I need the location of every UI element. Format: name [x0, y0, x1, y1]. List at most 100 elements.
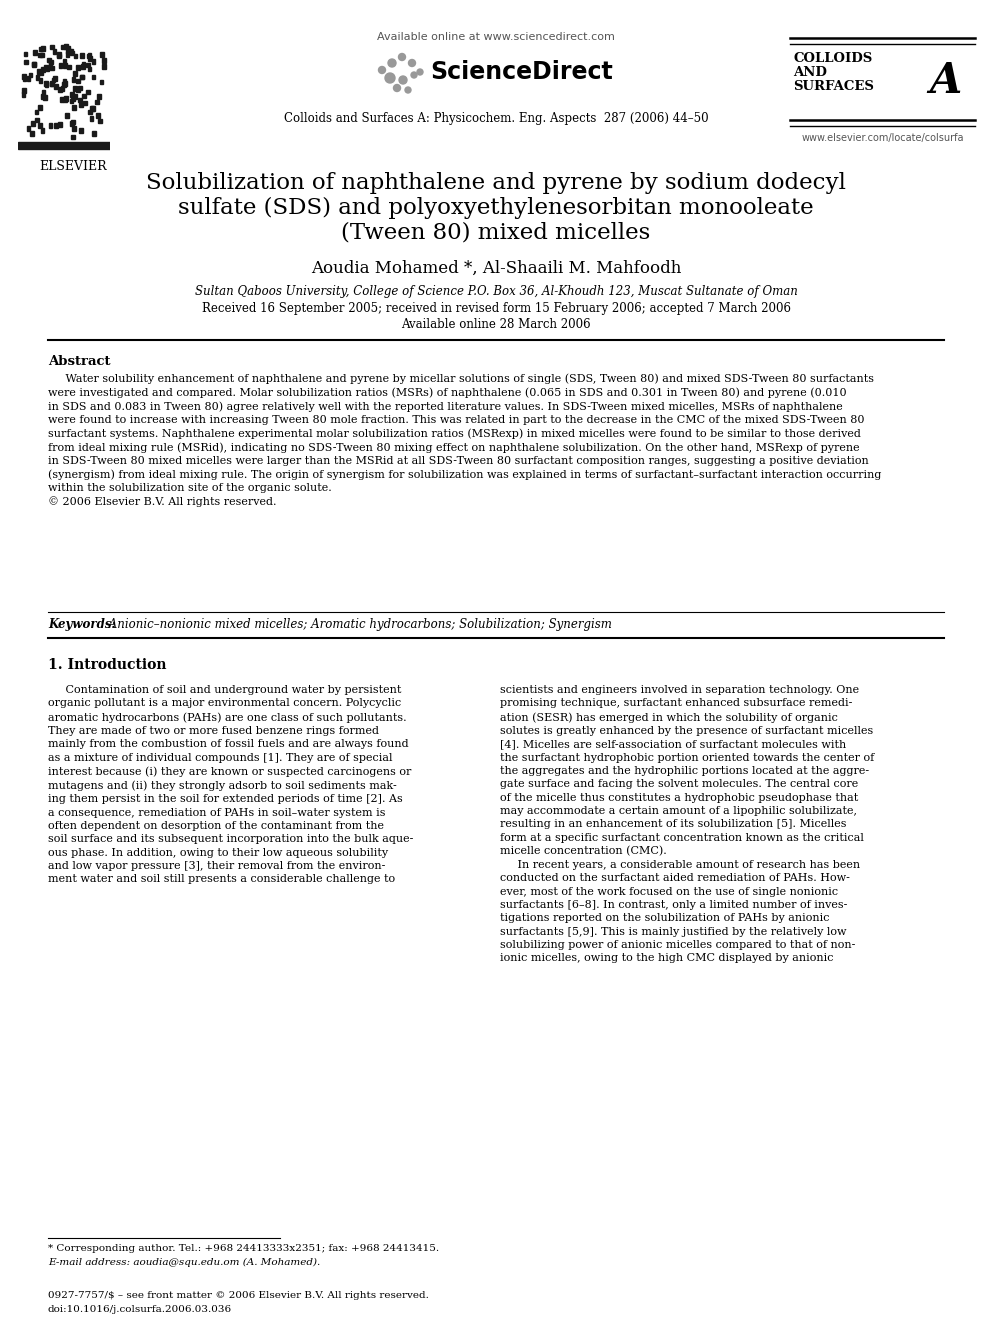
Text: Available online at www.sciencedirect.com: Available online at www.sciencedirect.co…	[377, 32, 615, 42]
Text: Contamination of soil and underground water by persistent
organic pollutant is a: Contamination of soil and underground wa…	[48, 685, 414, 885]
Bar	[18, 143, 110, 149]
Bar	[50, 81, 54, 86]
Bar	[44, 95, 47, 99]
Bar	[72, 126, 75, 131]
Bar	[81, 94, 85, 98]
Circle shape	[405, 87, 411, 93]
Bar	[32, 122, 35, 126]
Bar	[33, 50, 37, 54]
Bar	[24, 52, 28, 57]
Text: Received 16 September 2005; received in revised form 15 February 2006; accepted : Received 16 September 2005; received in …	[201, 302, 791, 315]
Text: www.elsevier.com/locate/colsurfa: www.elsevier.com/locate/colsurfa	[802, 134, 964, 143]
Circle shape	[399, 53, 406, 61]
Bar	[40, 53, 44, 57]
Circle shape	[409, 60, 416, 66]
Text: ELSEVIER: ELSEVIER	[40, 160, 107, 173]
Text: * Corresponding author. Tel.: +968 24413333x2351; fax: +968 24413415.: * Corresponding author. Tel.: +968 24413…	[48, 1244, 439, 1253]
Bar	[40, 70, 43, 74]
Bar	[55, 123, 58, 128]
Text: A: A	[929, 60, 961, 102]
Bar	[23, 75, 27, 81]
Bar	[71, 120, 74, 124]
Bar	[59, 123, 62, 127]
Bar	[79, 102, 82, 107]
Bar	[73, 86, 77, 91]
Bar	[91, 106, 95, 111]
Text: Anionic–nonionic mixed micelles; Aromatic hydrocarbons; Solubilization; Synergis: Anionic–nonionic mixed micelles; Aromati…	[105, 618, 612, 631]
Bar	[52, 78, 56, 82]
Bar	[100, 79, 103, 85]
Bar	[87, 66, 91, 71]
Bar	[35, 118, 39, 122]
Bar	[88, 110, 92, 114]
Bar	[65, 52, 69, 57]
Bar	[48, 58, 51, 62]
Circle shape	[411, 71, 417, 78]
Bar	[65, 49, 69, 53]
Bar	[59, 64, 62, 67]
Bar	[87, 53, 91, 58]
Bar	[49, 123, 53, 128]
Text: Sultan Qaboos University, College of Science P.O. Box 36, Al-Khoudh 123, Muscat : Sultan Qaboos University, College of Sci…	[194, 284, 798, 298]
Bar	[88, 57, 92, 61]
Bar	[79, 128, 83, 132]
Bar	[71, 97, 75, 102]
Bar	[42, 94, 45, 99]
Bar	[71, 77, 75, 82]
Bar	[100, 52, 104, 57]
Text: ScienceDirect: ScienceDirect	[430, 60, 613, 83]
Bar	[102, 65, 106, 69]
Bar	[80, 75, 83, 79]
Bar	[67, 65, 70, 69]
Text: Colloids and Surfaces A: Physicochem. Eng. Aspects  287 (2006) 44–50: Colloids and Surfaces A: Physicochem. En…	[284, 112, 708, 124]
Bar	[62, 45, 64, 49]
Bar	[97, 94, 101, 99]
Bar	[62, 60, 66, 64]
Circle shape	[379, 66, 386, 74]
Bar	[81, 62, 85, 66]
Text: Water solubility enhancement of naphthalene and pyrene by micellar solutions of : Water solubility enhancement of naphthal…	[48, 373, 881, 508]
Bar	[51, 66, 54, 70]
Text: Keywords:: Keywords:	[48, 618, 120, 631]
Bar	[72, 71, 76, 75]
Bar	[72, 105, 76, 110]
Bar	[90, 106, 93, 111]
Bar	[69, 49, 73, 53]
Bar	[42, 67, 45, 71]
Text: scientists and engineers involved in separation technology. One
promising techni: scientists and engineers involved in sep…	[500, 685, 874, 963]
Bar	[29, 73, 33, 77]
Bar	[27, 126, 30, 131]
Text: Abstract: Abstract	[48, 355, 110, 368]
Bar	[39, 78, 43, 83]
Bar	[91, 60, 95, 64]
Bar	[64, 44, 68, 49]
Circle shape	[388, 60, 396, 67]
Bar	[63, 64, 67, 67]
Bar	[76, 65, 80, 70]
Bar	[66, 49, 70, 54]
Text: 0927-7757/$ – see front matter © 2006 Elsevier B.V. All rights reserved.: 0927-7757/$ – see front matter © 2006 El…	[48, 1291, 429, 1301]
Bar	[71, 135, 74, 139]
Bar	[45, 81, 49, 86]
Bar	[45, 82, 49, 86]
Text: Aoudia Mohamed *, Al-Shaaili M. Mahfoodh: Aoudia Mohamed *, Al-Shaaili M. Mahfoodh	[310, 261, 682, 277]
Bar	[75, 87, 79, 91]
Bar	[102, 58, 106, 64]
Bar	[22, 89, 26, 93]
Bar	[49, 60, 53, 65]
Bar	[33, 62, 36, 67]
Bar	[57, 53, 61, 57]
Bar	[53, 77, 57, 81]
Bar	[89, 116, 93, 120]
Bar	[62, 79, 66, 83]
Bar	[31, 131, 34, 136]
Bar	[73, 94, 76, 99]
Circle shape	[417, 69, 423, 75]
Text: AND: AND	[793, 66, 827, 79]
Bar	[50, 82, 54, 86]
Bar	[62, 82, 66, 87]
Bar	[33, 62, 36, 66]
Text: (Tween 80) mixed micelles: (Tween 80) mixed micelles	[341, 222, 651, 243]
Bar	[39, 106, 42, 110]
Bar	[86, 53, 90, 58]
